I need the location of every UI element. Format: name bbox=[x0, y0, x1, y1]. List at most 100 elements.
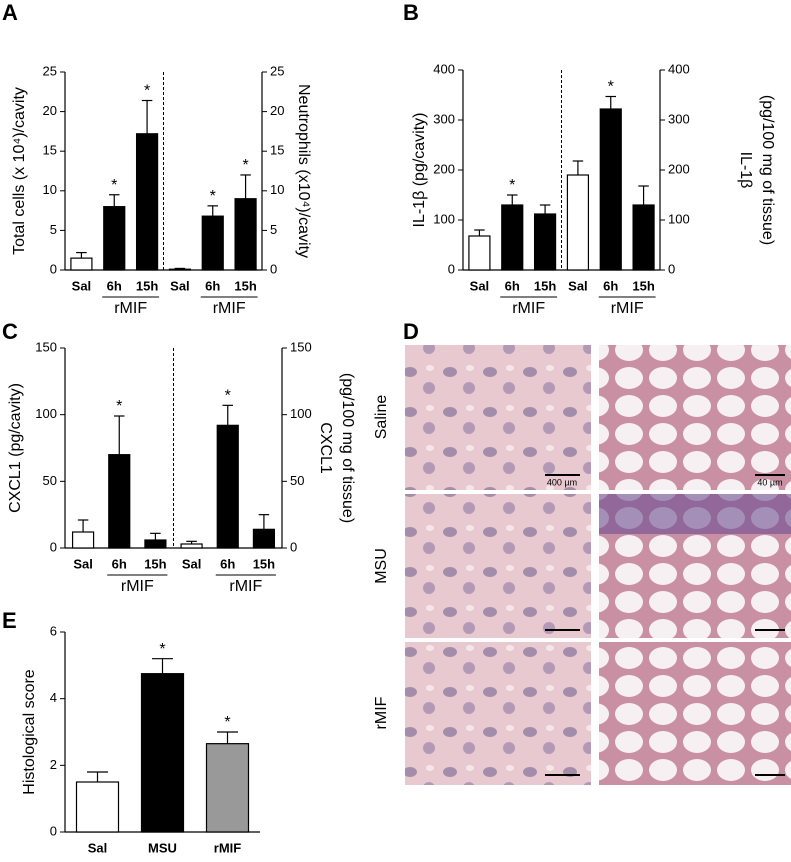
y-tick-label: 300 bbox=[433, 111, 455, 126]
row-label: rMIF bbox=[373, 696, 390, 729]
y-tick-label: 25 bbox=[43, 63, 57, 78]
y2-axis-label: IL-1β bbox=[737, 152, 754, 189]
x-tick-label: MSU bbox=[148, 840, 177, 855]
y2-axis-label: (pg/100 mg of tissue) bbox=[339, 373, 356, 523]
row-label: Saline bbox=[373, 395, 390, 440]
x-tick-label: 15h bbox=[253, 556, 275, 571]
bar bbox=[144, 539, 167, 549]
bar bbox=[108, 454, 131, 549]
image-saline-high bbox=[599, 345, 791, 490]
x-tick-label: Sal bbox=[72, 278, 92, 293]
y-tick-label: 100 bbox=[433, 211, 455, 226]
panel-letter: E bbox=[2, 608, 17, 633]
x-tick-label: 15h bbox=[144, 556, 166, 571]
group-label: rMIF bbox=[213, 300, 246, 317]
y-tick-label: 4 bbox=[50, 690, 57, 705]
bar bbox=[468, 235, 491, 271]
y-tick-label: 100 bbox=[35, 406, 57, 421]
y2-axis-label: Neutrophils (x10⁴)/cavity bbox=[295, 84, 312, 258]
x-tick-label: Sal bbox=[568, 278, 588, 293]
x-tick-label: 6h bbox=[220, 556, 235, 571]
group-label: rMIF bbox=[114, 300, 147, 317]
significance: * bbox=[242, 157, 248, 174]
y2-tick-label: 50 bbox=[290, 473, 304, 488]
bar bbox=[70, 257, 93, 271]
y-tick-label: 20 bbox=[43, 103, 57, 118]
x-tick-label: 15h bbox=[136, 278, 158, 293]
x-tick-label: Sal bbox=[182, 556, 202, 571]
x-tick-label: 6h bbox=[603, 278, 618, 293]
x-tick-label: Sal bbox=[88, 840, 108, 855]
y-tick-label: 0 bbox=[50, 539, 57, 554]
significance: * bbox=[224, 714, 230, 731]
y2-tick-label: 200 bbox=[668, 161, 690, 176]
bar bbox=[201, 215, 224, 271]
bar bbox=[501, 204, 524, 271]
group-label: rMIF bbox=[121, 578, 154, 595]
image-rmif-low bbox=[405, 642, 591, 785]
y2-tick-label: 10 bbox=[270, 182, 284, 197]
group-label: rMIF bbox=[512, 300, 545, 317]
y2-tick-label: 300 bbox=[668, 111, 690, 126]
y-tick-label: 10 bbox=[43, 182, 57, 197]
significance: * bbox=[159, 641, 165, 658]
x-tick-label: 6h bbox=[505, 278, 520, 293]
infiltrate bbox=[599, 494, 791, 534]
bar bbox=[632, 204, 655, 271]
panel-letter: D bbox=[403, 319, 419, 344]
image-saline-low bbox=[405, 345, 591, 490]
bar bbox=[180, 543, 203, 549]
image-rmif-high bbox=[599, 642, 791, 785]
significance: * bbox=[608, 79, 614, 96]
y-tick-label: 0 bbox=[50, 261, 57, 276]
scale-label: 400 µm bbox=[547, 477, 577, 487]
significance: * bbox=[111, 177, 117, 194]
significance: * bbox=[225, 388, 231, 405]
bar bbox=[135, 133, 159, 271]
bar bbox=[71, 531, 95, 549]
y-tick-label: 150 bbox=[35, 339, 57, 354]
y-tick-label: 0 bbox=[50, 823, 57, 838]
x-tick-label: Sal bbox=[73, 556, 93, 571]
x-tick-label: 6h bbox=[107, 278, 122, 293]
y2-tick-label: 5 bbox=[270, 222, 277, 237]
y2-tick-label: 0 bbox=[290, 539, 297, 554]
significance: * bbox=[509, 177, 515, 194]
bar bbox=[216, 424, 239, 549]
y2-tick-label: 0 bbox=[270, 261, 277, 276]
y2-tick-label: 15 bbox=[270, 143, 284, 158]
y2-tick-label: 0 bbox=[668, 261, 675, 276]
scale-label: 40 µm bbox=[757, 477, 782, 487]
significance: * bbox=[116, 398, 122, 415]
y-tick-label: 0 bbox=[448, 261, 455, 276]
y-tick-label: 50 bbox=[43, 473, 57, 488]
y-axis-label: CXCL1 (pg/cavity) bbox=[7, 383, 24, 513]
y-tick-label: 400 bbox=[433, 61, 455, 76]
panel-letter: C bbox=[2, 319, 18, 344]
bar bbox=[205, 743, 250, 833]
y-tick-label: 15 bbox=[43, 143, 57, 158]
panel-letter: A bbox=[2, 0, 18, 25]
y2-axis-label: (pg/100 mg of tissue) bbox=[759, 95, 776, 245]
y2-tick-label: 25 bbox=[270, 63, 284, 78]
histology-images: 400 µm 40 µm bbox=[405, 345, 791, 785]
y-axis-label: IL-1β (pg/cavity) bbox=[411, 112, 428, 227]
bar bbox=[103, 206, 126, 271]
significance: * bbox=[144, 83, 150, 100]
y-tick-label: 5 bbox=[50, 222, 57, 237]
bar bbox=[234, 198, 257, 271]
y-axis-label: Total cells (x 10⁴)/cavity bbox=[11, 87, 28, 255]
bar bbox=[533, 213, 557, 271]
image-msu-low bbox=[405, 494, 591, 638]
y2-tick-label: 100 bbox=[290, 406, 312, 421]
group-label: rMIF bbox=[611, 300, 644, 317]
x-tick-label: rMIF bbox=[214, 840, 242, 855]
group-label: rMIF bbox=[229, 578, 262, 595]
bar bbox=[599, 108, 622, 271]
significance: * bbox=[210, 188, 216, 205]
y2-tick-label: 20 bbox=[270, 103, 284, 118]
bar bbox=[140, 673, 185, 833]
x-tick-label: 15h bbox=[632, 278, 654, 293]
bar bbox=[75, 781, 120, 833]
